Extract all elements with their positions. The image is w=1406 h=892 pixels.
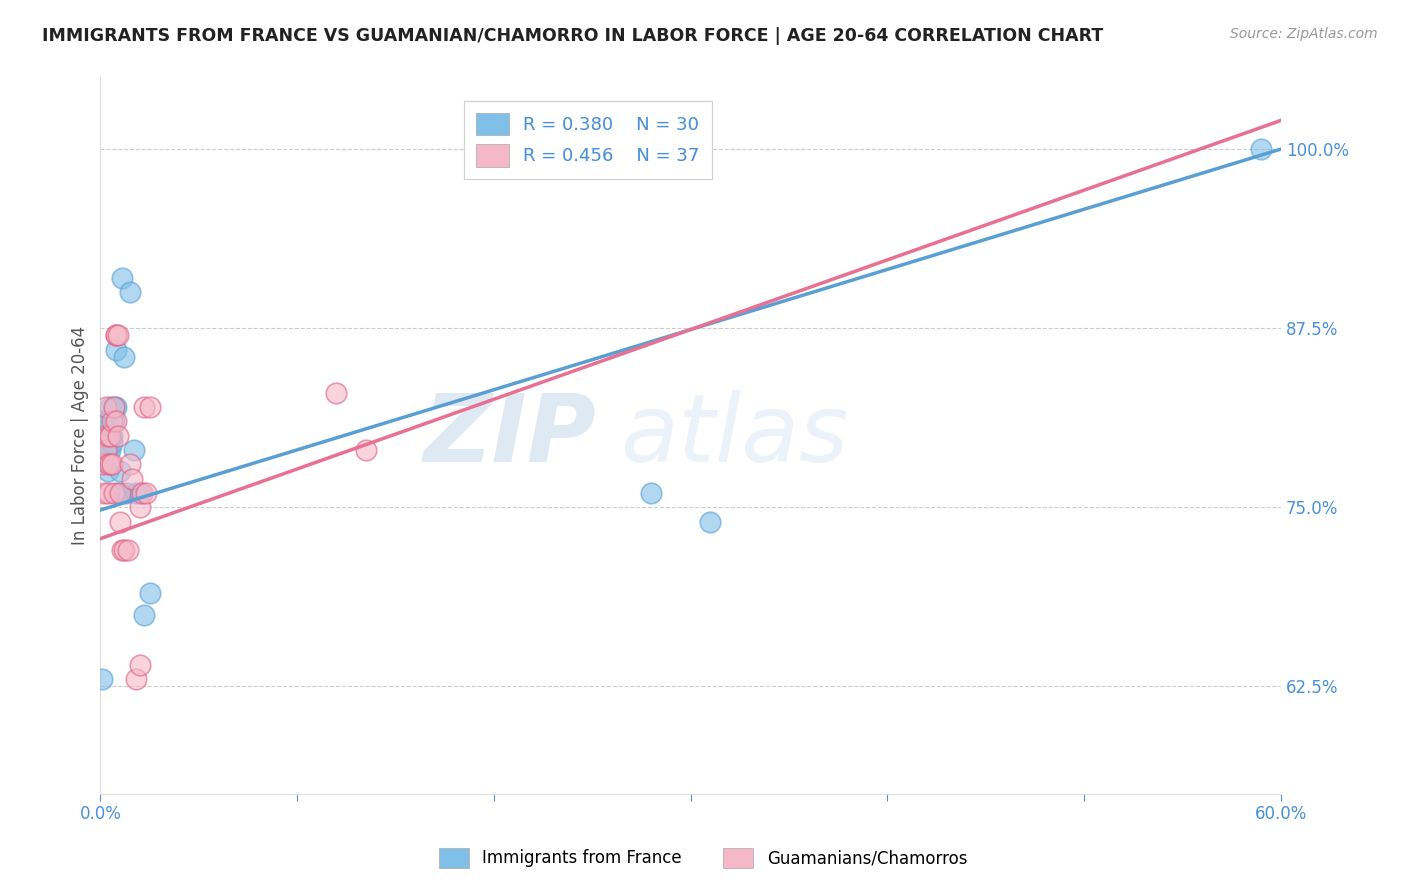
Text: Source: ZipAtlas.com: Source: ZipAtlas.com [1230,27,1378,41]
Point [105,400,128,414]
Point [128,657,150,672]
Point [98,400,121,414]
Point [93,414,115,428]
Point [105,328,128,343]
Point [97,414,120,428]
Point [115,486,138,500]
Point [107,486,129,500]
Point [98,428,121,442]
Point [132,400,155,414]
Point [97,464,120,478]
Point [121,471,143,485]
Point [103,400,125,414]
Point [135,486,157,500]
Y-axis label: In Labor Force | Age 20-64: In Labor Force | Age 20-64 [72,326,89,545]
Point [128,500,150,515]
Point [97,486,120,500]
Legend: R = 0.380    N = 30, R = 0.456    N = 37: R = 0.380 N = 30, R = 0.456 N = 37 [464,101,713,179]
Point [103,486,125,500]
Point [131,486,153,500]
Point [108,515,131,529]
Point [103,414,125,428]
Point [117,543,139,558]
Point [118,285,141,300]
Point [103,400,125,414]
Point [699,515,721,529]
Point [1309,170,1331,185]
Point [96,428,118,442]
Point [105,343,128,357]
Point [98,428,121,442]
Point [111,543,134,558]
Point [98,457,121,471]
Point [118,457,141,471]
Text: IMMIGRANTS FROM FRANCE VS GUAMANIAN/CHAMORRO IN LABOR FORCE | AGE 20-64 CORRELAT: IMMIGRANTS FROM FRANCE VS GUAMANIAN/CHAM… [42,27,1104,45]
Point [97,457,120,471]
Point [111,271,134,285]
Point [128,486,150,500]
Point [93,486,115,500]
Point [108,486,131,500]
Point [132,607,155,622]
Point [138,586,160,600]
Point [112,350,135,364]
Point [96,400,118,414]
Point [122,442,145,457]
Point [354,442,377,457]
Point [1329,142,1351,156]
Point [101,435,124,450]
Point [93,428,115,442]
Point [1250,142,1272,156]
Point [98,442,121,457]
Point [125,672,148,686]
Text: atlas: atlas [620,390,848,481]
Point [101,428,124,442]
Point [105,328,128,343]
Point [91,457,114,471]
Point [105,414,128,428]
Point [325,385,347,400]
Point [112,543,135,558]
Text: ZIP: ZIP [423,390,596,482]
Point [101,457,124,471]
Legend: Immigrants from France, Guamanians/Chamorros: Immigrants from France, Guamanians/Chamo… [432,841,974,875]
Point [96,435,118,450]
Point [108,464,131,478]
Point [96,442,118,457]
Point [138,400,160,414]
Point [101,414,124,428]
Point [97,428,120,442]
Point [91,672,114,686]
Point [125,486,148,500]
Point [97,442,120,457]
Point [107,328,129,343]
Point [640,486,662,500]
Point [107,428,129,442]
